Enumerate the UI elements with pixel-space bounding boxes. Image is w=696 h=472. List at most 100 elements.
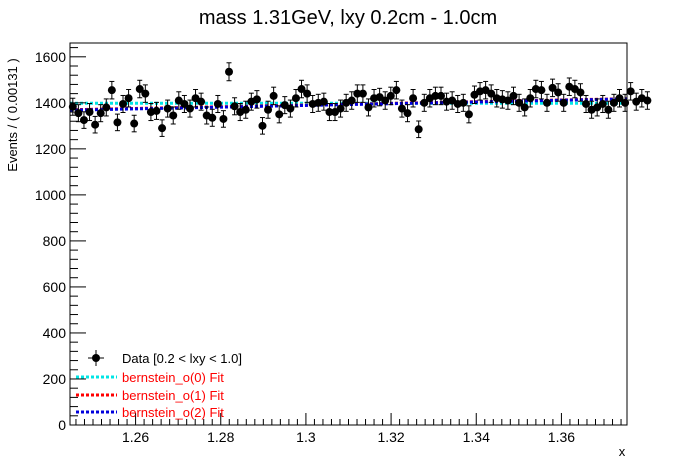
data-point [526,88,535,108]
marker [85,108,94,117]
marker [436,91,445,100]
marker [225,67,234,76]
marker [615,94,624,103]
data-point [252,90,261,109]
marker [609,98,618,107]
marker [286,104,295,113]
marker [420,98,429,107]
marker [258,121,267,130]
marker [409,94,418,103]
data-point [102,98,111,117]
marker [431,91,440,100]
data-point [258,117,267,135]
marker [414,125,423,134]
data-point [542,93,551,112]
data-points [68,62,652,139]
marker [548,83,557,92]
marker [102,103,111,112]
data-point [537,80,546,100]
x-tick-label: 1.26 [122,429,149,445]
legend-swatch-marker [92,354,100,362]
marker [124,94,133,103]
data-point [487,84,496,103]
data-point [576,83,585,102]
x-tick-label: 1.28 [207,429,234,445]
marker [336,104,345,113]
marker [185,104,194,113]
marker [74,109,83,118]
marker [554,88,563,97]
marker [152,106,161,115]
data-point [386,86,395,106]
y-tick-label: 1600 [35,49,66,65]
marker [358,89,367,98]
data-point [420,93,429,112]
data-point [219,110,228,128]
data-point [520,98,529,117]
marker [464,110,473,119]
data-point [353,84,362,103]
data-point [241,100,250,119]
data-point [269,86,278,106]
data-point [431,86,440,106]
marker [297,85,306,94]
marker [213,99,222,108]
fit-lines [69,97,628,112]
data-point [197,92,206,111]
data-point [503,91,512,110]
marker [241,105,250,114]
data-point [286,99,295,118]
y-axis-title: Events / ( 0.00131 ) [5,58,20,171]
y-tick-label: 800 [43,233,67,249]
data-point [169,106,178,125]
marker [79,116,88,125]
marker [180,99,189,108]
data-point [180,94,189,113]
legend-label-fit: bernstein_o(0) Fit [122,370,224,385]
data-point [403,104,412,123]
marker [542,98,551,107]
data-point [185,99,194,118]
marker [526,94,535,103]
fit-line-2 [69,97,628,112]
data-point [559,93,568,112]
marker [252,95,261,104]
marker [269,91,278,100]
data-point [615,88,624,108]
y-tick-label: 1200 [35,141,66,157]
legend-label-fit: bernstein_o(2) Fit [122,405,224,420]
x-axis: 1.26 1.28 1.3 1.32 1.34 1.36 [75,413,622,445]
marker [303,89,312,98]
data-point [163,99,172,118]
data-point [436,86,445,106]
marker [397,104,406,113]
data-point [319,92,328,111]
data-point [598,94,607,113]
data-point [582,94,591,113]
data-point [230,97,239,116]
marker [135,85,144,94]
data-point [308,94,317,113]
data-point [626,82,635,101]
data-point [96,104,105,123]
data-point [124,88,133,108]
x-tick-label: 1.34 [463,429,490,445]
marker [386,91,395,100]
data-point [79,111,88,129]
marker [515,98,524,107]
y-tick-label: 0 [58,417,66,433]
marker [559,98,568,107]
data-point [515,93,524,112]
marker [197,97,206,106]
legend-label-fit: bernstein_o(1) Fit [122,388,224,403]
data-point [91,115,100,134]
x-axis-title: x [619,444,626,459]
marker [291,94,300,103]
data-point [554,83,563,102]
data-point [609,93,618,112]
marker [96,109,105,118]
marker [68,102,77,111]
legend-label-data: Data [0.2 < lxy < 1.0] [122,351,242,366]
